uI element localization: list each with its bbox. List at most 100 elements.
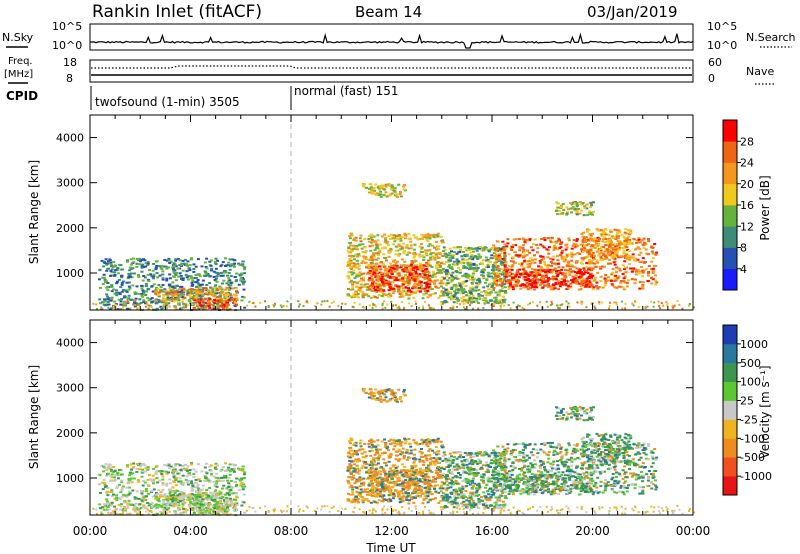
range-cell: [172, 481, 176, 483]
range-cell: [132, 261, 136, 264]
range-cell: [492, 286, 496, 289]
range-cell: [240, 280, 244, 283]
range-cell: [481, 271, 485, 274]
range-cell: [142, 463, 145, 466]
range-cell: [601, 301, 604, 304]
range-cell: [186, 289, 190, 292]
range-cell: [344, 303, 347, 305]
range-cell: [198, 301, 202, 304]
range-cell: [358, 237, 362, 240]
range-cell: [421, 270, 425, 272]
range-cell: [346, 264, 350, 267]
range-cell: [622, 277, 626, 280]
range-cell: [546, 266, 550, 268]
range-cell: [368, 288, 372, 291]
range-cell: [341, 302, 344, 305]
range-cell: [348, 254, 352, 257]
range-cell: [462, 251, 465, 253]
range-cell: [172, 473, 175, 476]
range-cell: [162, 499, 166, 502]
range-cell: [220, 502, 223, 505]
range-cell: [116, 485, 119, 488]
range-cell: [632, 238, 636, 241]
range-cell: [526, 278, 530, 280]
range-cell: [475, 282, 478, 285]
range-cell: [623, 275, 627, 278]
range-cell: [537, 269, 541, 272]
range-cell: [454, 275, 458, 277]
range-cell: [418, 238, 422, 241]
range-cell: [113, 265, 117, 268]
range-cell: [604, 282, 608, 284]
range-cell: [407, 294, 411, 297]
range-cell: [350, 273, 354, 276]
range-cell: [196, 509, 200, 512]
range-cell: [173, 287, 177, 289]
range-cell: [194, 297, 198, 300]
range-cell: [171, 286, 175, 289]
range-cell: [580, 233, 584, 235]
range-cell: [137, 275, 141, 278]
range-cell: [392, 243, 396, 246]
range-cell: [456, 246, 460, 249]
range-cell: [590, 302, 593, 305]
range-cell: [582, 237, 586, 240]
range-cell: [576, 251, 580, 254]
range-cell: [202, 287, 205, 290]
range-cell: [471, 274, 475, 277]
range-cell: [164, 265, 168, 268]
range-cell: [535, 243, 539, 246]
range-cell: [424, 281, 428, 284]
range-cell: [581, 250, 585, 253]
range-cell: [352, 293, 356, 296]
range-cell: [346, 261, 350, 263]
range-cell: [193, 507, 197, 510]
range-cell: [584, 285, 588, 288]
range-cell: [438, 269, 442, 272]
range-cell: [592, 210, 595, 213]
range-cell: [399, 195, 403, 198]
range-cell: [114, 269, 117, 272]
range-cell: [157, 504, 161, 506]
range-cell: [226, 274, 229, 277]
range-cell: [199, 298, 203, 301]
range-cell: [492, 269, 496, 272]
range-cell: [367, 191, 371, 194]
range-cell: [605, 258, 609, 260]
range-cell: [165, 259, 169, 262]
range-cell: [169, 291, 173, 294]
range-cell: [375, 290, 379, 293]
range-cell: [371, 283, 375, 286]
range-cell: [198, 275, 202, 278]
range-cell: [219, 299, 223, 301]
range-cell: [500, 260, 503, 263]
range-cell: [186, 304, 189, 307]
range-cell: [402, 184, 406, 186]
range-cell: [107, 508, 111, 511]
range-cell: [238, 264, 242, 267]
range-cell: [563, 279, 566, 282]
range-cell: [446, 254, 450, 257]
range-cell: [545, 280, 549, 283]
range-cell: [569, 263, 573, 266]
range-cell: [320, 303, 323, 306]
range-cell: [473, 277, 477, 280]
colorbar-segment: [723, 141, 737, 163]
range-cell: [586, 255, 590, 258]
range-cell: [577, 288, 581, 291]
range-cell: [161, 481, 165, 484]
range-cell: [227, 476, 231, 479]
range-cell: [395, 193, 398, 196]
range-cell: [152, 277, 155, 280]
range-cell: [481, 249, 485, 252]
range-cell: [482, 307, 485, 309]
range-cell: [582, 267, 586, 270]
range-cell: [431, 234, 435, 237]
range-cell: [357, 264, 361, 267]
range-cell: [503, 286, 507, 289]
range-cell: [197, 478, 201, 481]
range-cell: [422, 256, 426, 259]
range-cell: [470, 282, 474, 285]
range-cell: [112, 305, 115, 308]
range-cell: [97, 483, 101, 486]
